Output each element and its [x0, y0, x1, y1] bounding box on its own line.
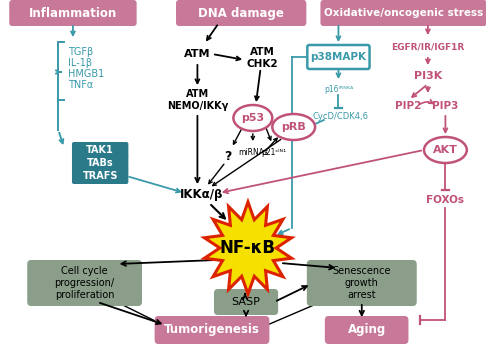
Text: DNA damage: DNA damage [198, 7, 284, 20]
Text: TNFα: TNFα [68, 80, 94, 90]
Text: pRB: pRB [282, 122, 306, 132]
Text: TABs: TABs [87, 158, 114, 168]
FancyBboxPatch shape [320, 0, 486, 26]
Text: HMGB1: HMGB1 [68, 69, 104, 79]
Text: EGFR/IR/IGF1R: EGFR/IR/IGF1R [392, 42, 464, 51]
Text: ?: ? [224, 149, 232, 162]
FancyBboxPatch shape [72, 142, 128, 158]
Text: PIP3: PIP3 [432, 101, 458, 111]
FancyBboxPatch shape [9, 0, 136, 26]
Polygon shape [204, 202, 292, 294]
Text: TRAFS: TRAFS [82, 171, 118, 181]
Ellipse shape [424, 137, 467, 163]
Text: NF-κB: NF-κB [220, 239, 276, 257]
Text: Inflammation: Inflammation [29, 7, 117, 20]
Text: p16ᴵᴿᴺᴷᴬ: p16ᴵᴿᴺᴷᴬ [324, 85, 353, 93]
Text: FOXOs: FOXOs [426, 195, 465, 205]
Text: PI3K: PI3K [414, 71, 442, 81]
Text: Oxidative/oncogenic stress: Oxidative/oncogenic stress [324, 8, 483, 18]
FancyBboxPatch shape [214, 289, 278, 315]
Text: PIP2: PIP2 [396, 101, 421, 111]
FancyBboxPatch shape [72, 168, 128, 184]
Text: Cell cycle
progression/
proliferation: Cell cycle progression/ proliferation [54, 266, 114, 299]
Ellipse shape [272, 114, 315, 140]
Text: Tumorigenesis: Tumorigenesis [164, 324, 260, 336]
FancyBboxPatch shape [154, 316, 270, 344]
Text: Aging: Aging [348, 324, 386, 336]
FancyBboxPatch shape [176, 0, 306, 26]
Text: ATM
NEMO/IKKγ: ATM NEMO/IKKγ [166, 89, 228, 111]
Text: IL-1β: IL-1β [68, 58, 92, 68]
Text: p21ᶜᴵᴺ¹: p21ᶜᴵᴺ¹ [262, 148, 287, 157]
FancyBboxPatch shape [307, 260, 416, 306]
Text: p38MAPK: p38MAPK [310, 52, 366, 62]
FancyBboxPatch shape [325, 316, 408, 344]
Text: ATM
CHK2: ATM CHK2 [247, 47, 278, 69]
Text: IKKα/β: IKKα/β [180, 187, 223, 200]
Text: Senescence
growth
arrest: Senescence growth arrest [332, 266, 391, 299]
Text: SASP: SASP [232, 297, 260, 307]
FancyBboxPatch shape [72, 155, 128, 171]
Ellipse shape [234, 105, 272, 131]
Text: TAK1: TAK1 [86, 145, 114, 155]
Text: p53: p53 [242, 113, 264, 123]
Text: TGFβ: TGFβ [68, 47, 94, 57]
FancyBboxPatch shape [308, 45, 370, 69]
Text: ATM: ATM [184, 49, 210, 59]
Text: AKT: AKT [433, 145, 458, 155]
Text: miRNAs: miRNAs [238, 148, 268, 157]
FancyBboxPatch shape [27, 260, 142, 306]
Text: CycD/CDK4,6: CycD/CDK4,6 [312, 111, 368, 120]
